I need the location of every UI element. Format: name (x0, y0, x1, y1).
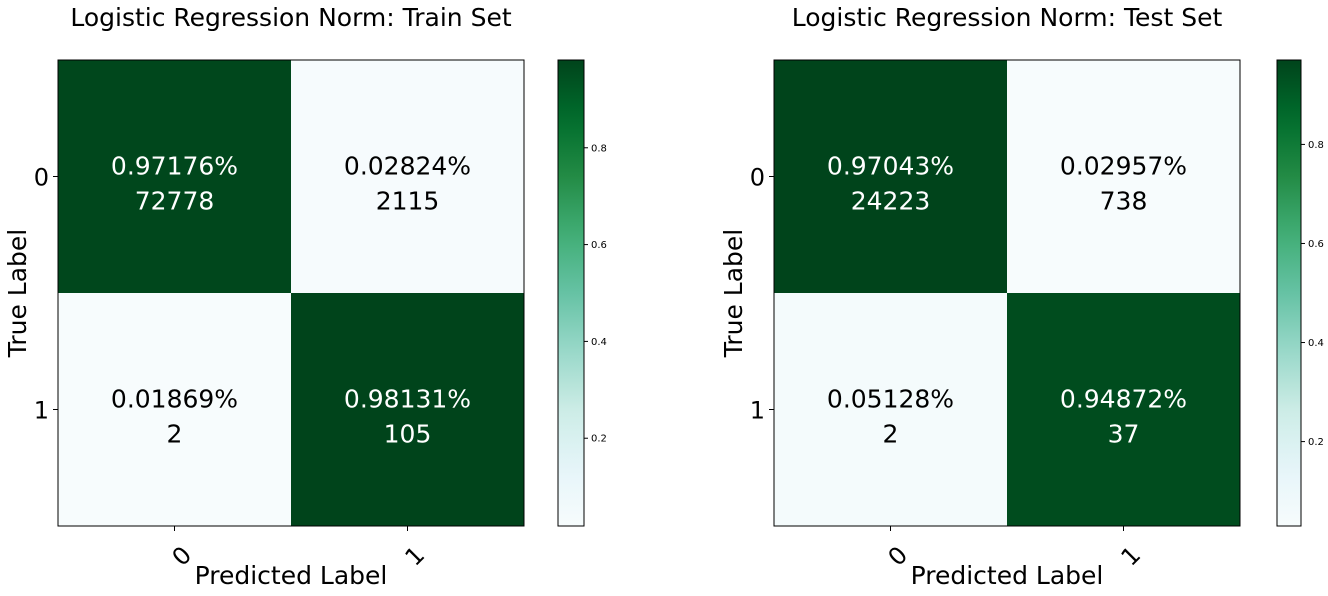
y-tick-label: 1 (750, 397, 765, 425)
y-axis-label: True Label (719, 229, 748, 359)
colorbar: 0.2 0.4 0.6 0.8 (1276, 59, 1324, 527)
x-tick-label: 0 (883, 541, 914, 572)
heatmap-cell (774, 293, 1007, 526)
cell-percent-label: 0.98131% (344, 385, 471, 414)
cell-percent-label: 0.94872% (1060, 385, 1187, 414)
colorbar-tick-label: 0.4 (1308, 338, 1324, 349)
cell-percent-label: 0.97043% (827, 152, 954, 181)
x-axis-label: Predicted Label (911, 561, 1104, 590)
confusion-matrix-test: Logistic Regression Norm: Test Set 0.9704… (719, 3, 1324, 590)
cell-count-label: 24223 (851, 187, 931, 216)
chart-title: Logistic Regression Norm: Train Set (70, 3, 511, 32)
cell-percent-label: 0.05128% (827, 385, 954, 414)
cell-percent-label: 0.02957% (1060, 152, 1187, 181)
cell-count-label: 37 (1108, 420, 1140, 449)
colorbar-tick-label: 0.6 (1308, 239, 1324, 250)
y-axis-label: True Label (3, 229, 32, 359)
plot-frame (57, 59, 525, 527)
chart-title: Logistic Regression Norm: Test Set (792, 3, 1223, 32)
heatmap-cell (774, 60, 1007, 293)
x-tick-label: 0 (167, 541, 198, 572)
plot-frame (773, 59, 1241, 527)
cell-count-label: 738 (1100, 187, 1148, 216)
cell-percent-label: 0.97176% (111, 152, 238, 181)
y-tick-label: 0 (34, 164, 49, 192)
colorbar-tick-label: 0.8 (591, 143, 607, 154)
heatmap-cell (1007, 293, 1240, 526)
heatmap-cell (291, 293, 524, 526)
confusion-matrix-train: Logistic Regression Norm: Train Set 0.971… (3, 3, 607, 590)
colorbar-tick-label: 0.4 (591, 337, 607, 348)
x-tick-label: 1 (400, 541, 431, 572)
cell-percent-label: 0.01869% (111, 385, 238, 414)
cell-count-label: 2115 (376, 187, 440, 216)
cell-count-label: 72778 (135, 187, 215, 216)
cell-count-label: 2 (883, 420, 899, 449)
x-axis-label: Predicted Label (195, 561, 388, 590)
cell-count-label: 105 (384, 420, 432, 449)
cell-count-label: 2 (167, 420, 183, 449)
colorbar: 0.2 0.4 0.6 0.8 (557, 59, 607, 527)
x-tick-label: 1 (1116, 541, 1147, 572)
heatmap-cell (58, 60, 291, 293)
colorbar-gradient (557, 59, 585, 527)
colorbar-gradient (1276, 59, 1302, 527)
colorbar-tick-label: 0.8 (1308, 140, 1324, 151)
cell-percent-label: 0.02824% (344, 152, 471, 181)
colorbar-tick-label: 0.2 (591, 434, 607, 445)
colorbar-tick-label: 0.2 (1308, 437, 1324, 448)
colorbar-tick-label: 0.6 (591, 240, 607, 251)
heatmap-cell (1007, 60, 1240, 293)
heatmap-cell (58, 293, 291, 526)
y-tick-label: 1 (34, 397, 49, 425)
y-tick-label: 0 (750, 164, 765, 192)
heatmap-cell (291, 60, 524, 293)
